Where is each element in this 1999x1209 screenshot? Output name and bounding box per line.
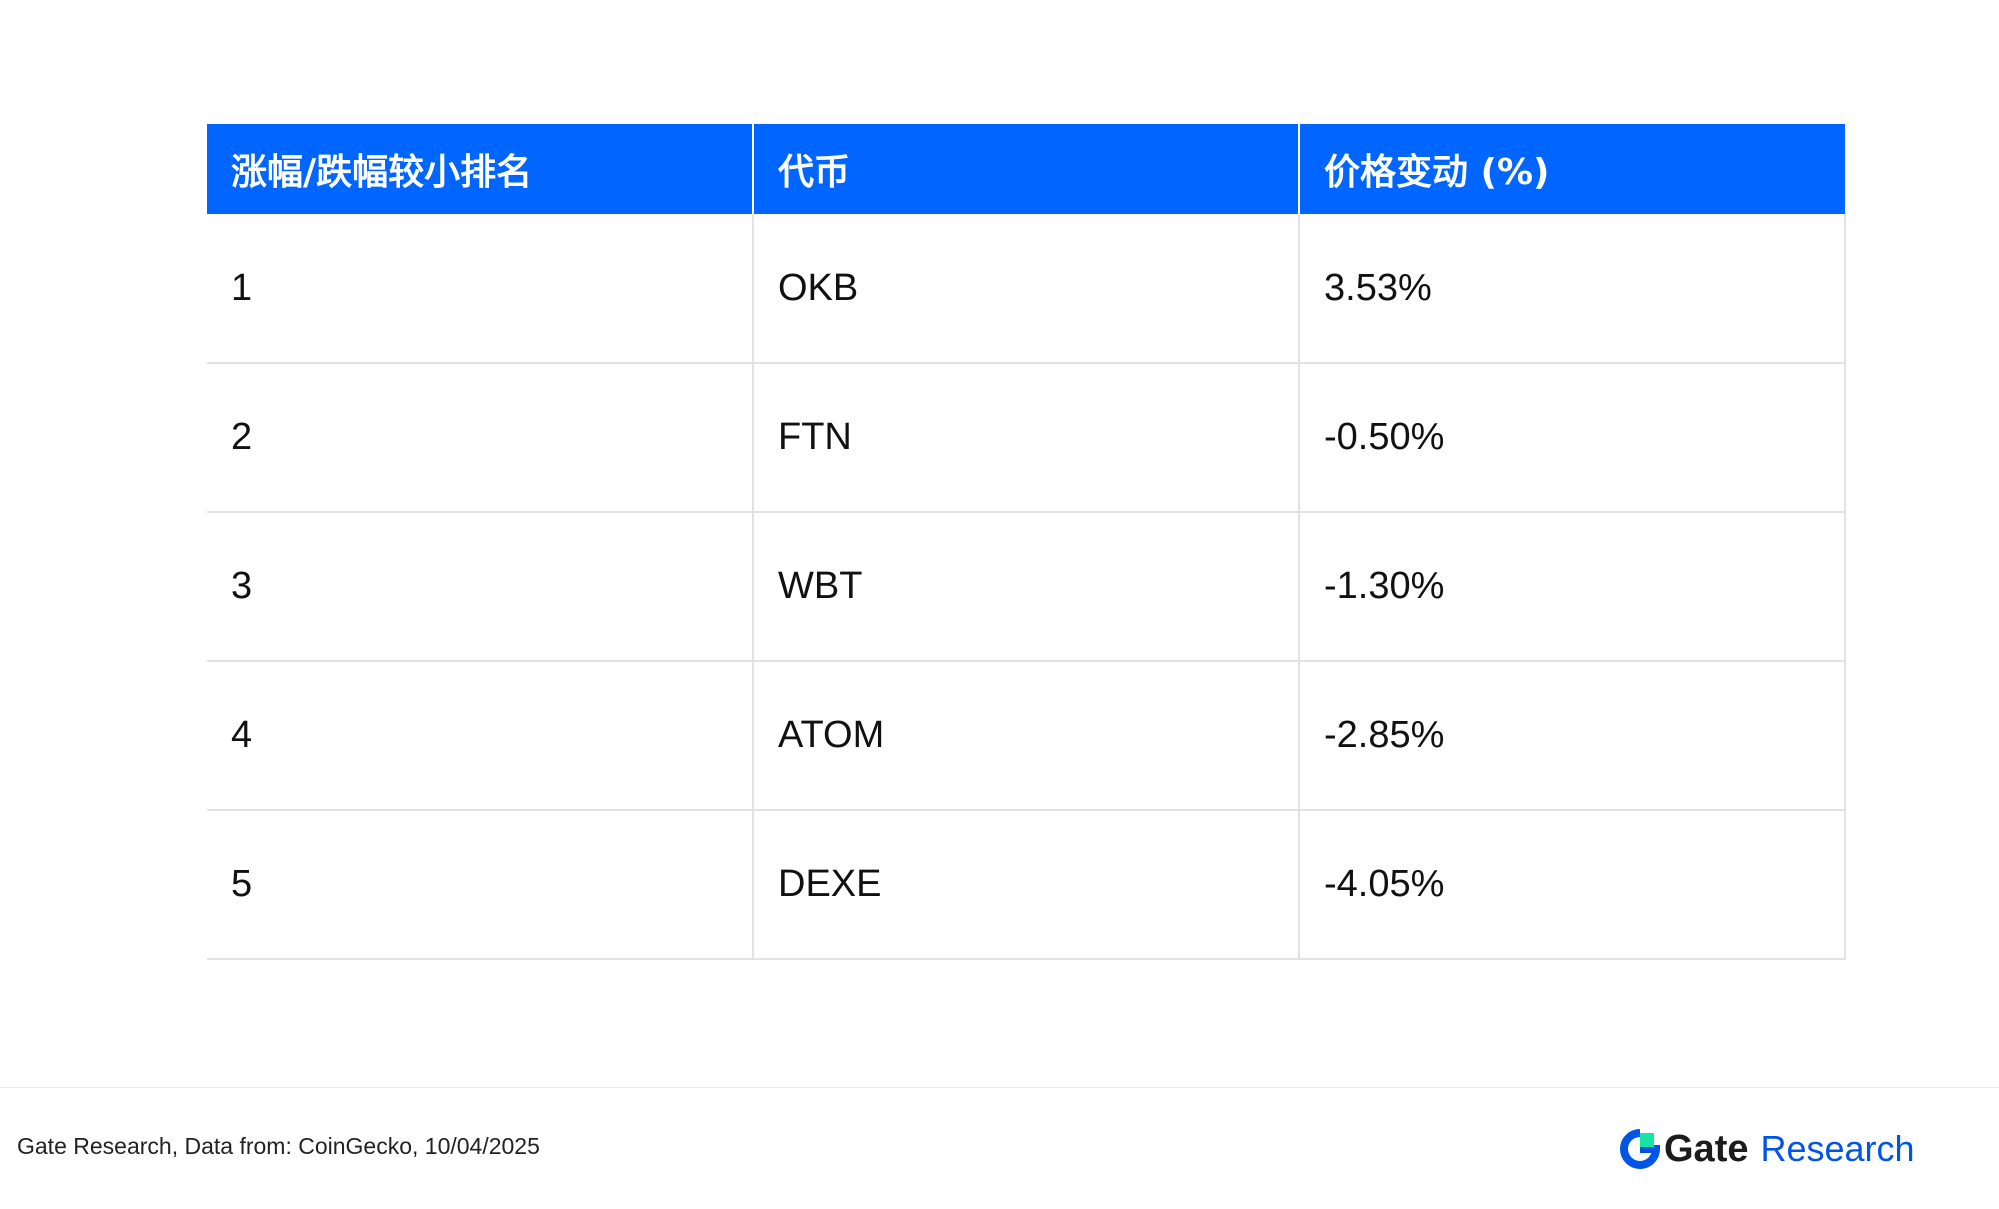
token-cell: DEXE	[753, 810, 1300, 960]
rank-cell: 2	[207, 363, 754, 513]
rank-cell: 4	[207, 661, 754, 811]
table-header-row: 涨幅/跌幅较小排名 代币 价格变动 (%)	[207, 124, 1845, 214]
footer-divider	[0, 1087, 1999, 1088]
token-cell: WBT	[753, 512, 1300, 662]
price-change-cell: 3.53%	[1299, 214, 1846, 364]
column-header-price-change: 价格变动 (%)	[1299, 124, 1845, 214]
rank-cell: 3	[207, 512, 754, 662]
ranking-table: 涨幅/跌幅较小排名 代币 价格变动 (%) 1 OKB 3.53% 2 FTN …	[207, 124, 1846, 960]
table-row: 4 ATOM -2.85%	[207, 661, 1846, 811]
table-body: 1 OKB 3.53% 2 FTN -0.50% 3 WBT -1.30% 4 …	[207, 214, 1846, 960]
brand-name-research: Research	[1760, 1128, 1915, 1169]
brand-logo: Gate Research	[1620, 1124, 1915, 1174]
token-cell: ATOM	[753, 661, 1300, 811]
brand-name-gate: Gate	[1664, 1127, 1749, 1170]
table-row: 3 WBT -1.30%	[207, 512, 1846, 662]
table-header: 涨幅/跌幅较小排名 代币 价格变动 (%)	[207, 124, 1845, 214]
table-row: 5 DEXE -4.05%	[207, 810, 1846, 960]
rank-cell: 1	[207, 214, 754, 364]
column-header-rank: 涨幅/跌幅较小排名	[207, 124, 754, 214]
token-cell: FTN	[753, 363, 1300, 513]
source-caption: Gate Research, Data from: CoinGecko, 10/…	[17, 1133, 540, 1159]
gate-logo-icon	[1620, 1129, 1660, 1169]
ranking-table-container: 涨幅/跌幅较小排名 代币 价格变动 (%) 1 OKB 3.53% 2 FTN …	[207, 124, 1846, 960]
price-change-cell: -2.85%	[1299, 661, 1846, 811]
column-header-token: 代币	[753, 124, 1300, 214]
table-row: 1 OKB 3.53%	[207, 214, 1846, 364]
price-change-cell: -4.05%	[1299, 810, 1846, 960]
table-row: 2 FTN -0.50%	[207, 363, 1846, 513]
price-change-cell: -1.30%	[1299, 512, 1846, 662]
token-cell: OKB	[753, 214, 1300, 364]
rank-cell: 5	[207, 810, 754, 960]
price-change-cell: -0.50%	[1299, 363, 1846, 513]
